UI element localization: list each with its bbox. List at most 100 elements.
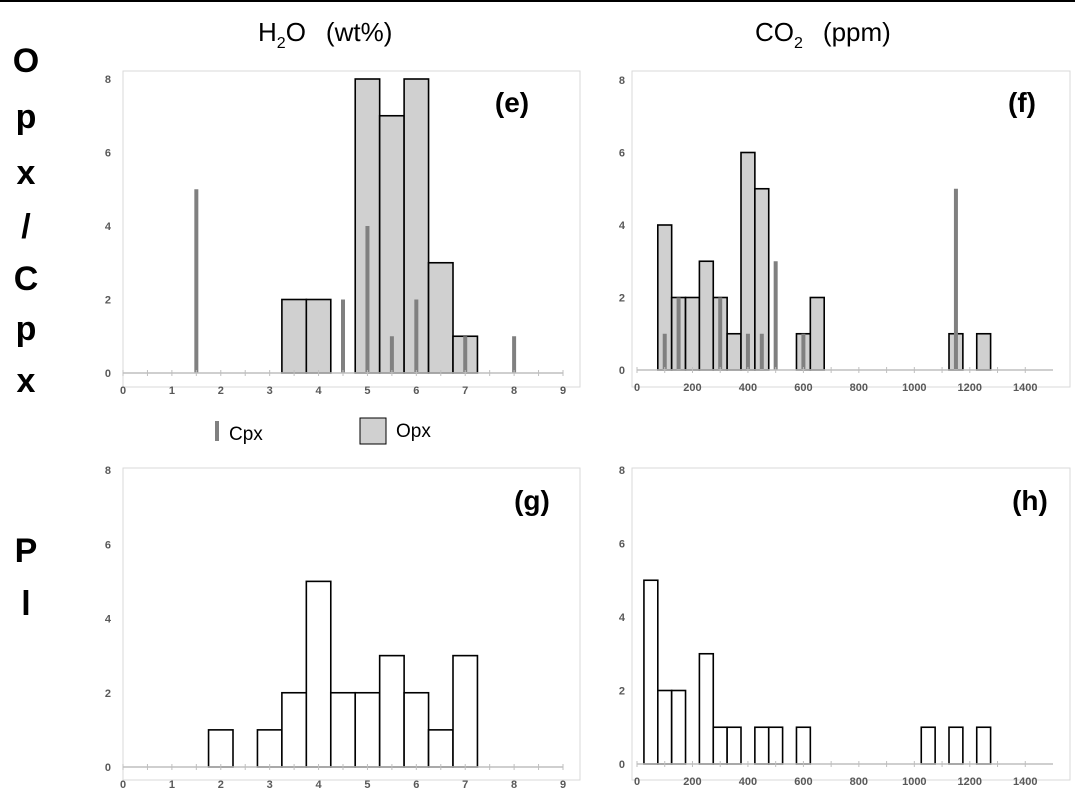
xtick-e-2: 2 xyxy=(218,385,224,397)
spike-f-cpx-2 xyxy=(718,297,723,370)
title-h2o-rest: O xyxy=(286,17,306,47)
title-co2: CO2 (ppm) xyxy=(755,17,891,52)
xtick-f-400: 400 xyxy=(739,382,757,394)
ytick-g-2: 2 xyxy=(105,688,111,700)
xtick-h-200: 200 xyxy=(683,776,701,788)
panel-label-f: (f) xyxy=(1008,87,1036,118)
xtick-h-1000: 1000 xyxy=(902,776,926,788)
row-label-px-0: O xyxy=(13,42,39,80)
xtick-e-7: 7 xyxy=(462,385,468,397)
bar-h-pl-9 xyxy=(920,726,936,765)
row-label-pl-0: P xyxy=(15,532,38,570)
xtick-h-0: 0 xyxy=(634,776,640,788)
bar-h-pl-8 xyxy=(795,726,812,765)
spike-e-cpx-6 xyxy=(512,336,517,373)
bar-h-pl-7 xyxy=(767,726,784,765)
spike-f-cpx-0 xyxy=(662,333,667,370)
ytick-h-6: 6 xyxy=(619,539,625,551)
ytick-e-0: 0 xyxy=(105,368,111,380)
spike-e-cpx-3 xyxy=(389,336,394,373)
xtick-h-1200: 1200 xyxy=(958,776,982,788)
ytick-f-0: 0 xyxy=(619,365,625,377)
bar-g-pl-0 xyxy=(207,729,234,768)
bar-h-pl-3 xyxy=(698,652,715,765)
xtick-e-4: 4 xyxy=(315,385,322,397)
title-co2-unit: (ppm) xyxy=(823,17,891,47)
xtick-f-1200: 1200 xyxy=(958,382,982,394)
xtick-h-600: 600 xyxy=(794,776,812,788)
spike-f-cpx-5 xyxy=(773,261,778,370)
bar-g-pl-6 xyxy=(378,654,405,768)
title-h2o: H2O (wt%) xyxy=(258,17,392,52)
xtick-f-0: 0 xyxy=(634,382,640,394)
xtick-g-1: 1 xyxy=(169,779,175,791)
xtick-h-800: 800 xyxy=(850,776,868,788)
ytick-f-6: 6 xyxy=(619,148,625,160)
xtick-e-6: 6 xyxy=(413,385,419,397)
xtick-h-1400: 1400 xyxy=(1013,776,1037,788)
xtick-e-8: 8 xyxy=(511,385,517,397)
ytick-g-0: 0 xyxy=(105,762,111,774)
plot-area-h xyxy=(631,467,1071,781)
ytick-f-8: 8 xyxy=(619,75,625,87)
row-label-px-2: x xyxy=(17,154,36,192)
xtick-g-5: 5 xyxy=(364,779,370,791)
ytick-h-0: 0 xyxy=(619,759,625,771)
bar-e-opx-1 xyxy=(305,298,332,374)
ytick-g-8: 8 xyxy=(105,465,111,477)
bar-h-pl-0 xyxy=(643,579,659,765)
row-label-pl-1: l xyxy=(21,585,30,623)
bar-g-pl-8 xyxy=(427,729,454,768)
title-co2-base: CO xyxy=(755,17,794,47)
xtick-f-200: 200 xyxy=(683,382,701,394)
bar-f-opx-11 xyxy=(975,332,992,371)
bar-f-opx-9 xyxy=(809,296,825,371)
xtick-e-0: 0 xyxy=(120,385,126,397)
bar-h-pl-10 xyxy=(948,726,964,765)
ytick-h-8: 8 xyxy=(619,465,625,477)
spike-e-cpx-5 xyxy=(463,336,468,373)
bar-h-pl-1 xyxy=(656,689,673,765)
bar-g-pl-7 xyxy=(403,691,430,768)
bar-f-opx-2 xyxy=(684,296,701,371)
xtick-f-1000: 1000 xyxy=(902,382,926,394)
spike-f-cpx-7 xyxy=(953,188,958,370)
xtick-g-7: 7 xyxy=(462,779,468,791)
xtick-h-400: 400 xyxy=(739,776,757,788)
panel-label-h: (h) xyxy=(1012,485,1048,516)
xtick-f-1400: 1400 xyxy=(1013,382,1037,394)
xtick-e-3: 3 xyxy=(267,385,273,397)
ytick-g-4: 4 xyxy=(105,614,112,626)
legend-cpx-swatch xyxy=(215,421,219,441)
bar-e-opx-5 xyxy=(427,261,454,374)
ytick-e-6: 6 xyxy=(105,148,111,160)
xtick-g-8: 8 xyxy=(511,779,517,791)
ytick-e-8: 8 xyxy=(105,74,111,86)
xtick-e-1: 1 xyxy=(169,385,175,397)
xtick-e-9: 9 xyxy=(560,385,566,397)
xtick-g-9: 9 xyxy=(560,779,566,791)
bar-g-pl-9 xyxy=(452,654,479,768)
plot-area-g xyxy=(122,467,581,781)
xtick-g-2: 2 xyxy=(218,779,224,791)
spike-f-cpx-4 xyxy=(759,333,764,370)
bar-h-pl-2 xyxy=(670,689,687,765)
bar-g-pl-5 xyxy=(354,691,381,768)
legend-cpx-label: Cpx xyxy=(229,424,263,445)
plot-area-e xyxy=(122,70,581,388)
bar-g-pl-2 xyxy=(281,691,308,768)
bar-h-pl-6 xyxy=(754,726,770,765)
bar-f-opx-5 xyxy=(726,332,742,371)
spike-e-cpx-4 xyxy=(414,299,419,373)
panel-e: 0 2 4 6 8 0 1 2 3 4 5 6 7 8 9 (e) xyxy=(105,70,581,397)
bar-h-pl-5 xyxy=(726,726,742,765)
spike-e-cpx-0 xyxy=(194,189,199,373)
row-label-px-4: C xyxy=(14,260,39,298)
row-label-px-6: x xyxy=(17,362,36,400)
xtick-g-0: 0 xyxy=(120,779,126,791)
spike-e-cpx-2 xyxy=(365,226,370,373)
ytick-h-4: 4 xyxy=(619,612,626,624)
